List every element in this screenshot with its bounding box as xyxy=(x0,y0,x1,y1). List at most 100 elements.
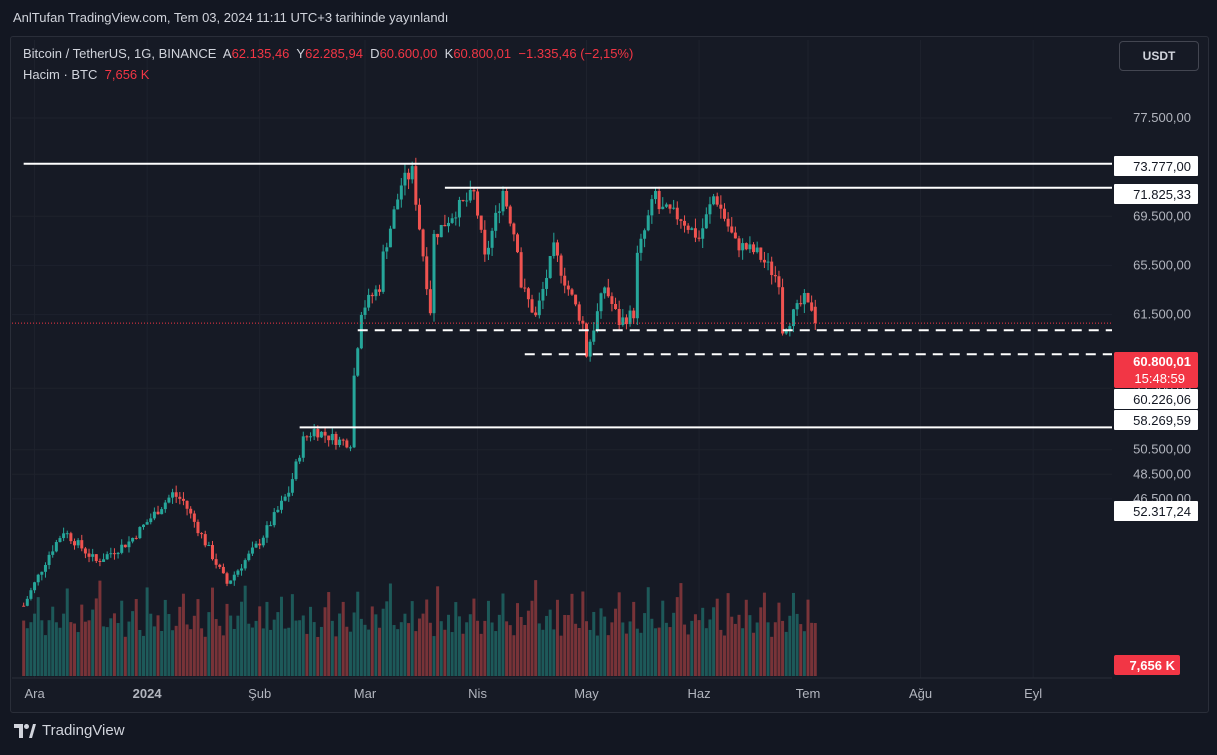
volume-bar xyxy=(635,628,639,676)
volume-bar xyxy=(54,622,58,676)
time-tick-label: Ara xyxy=(24,686,45,701)
candle-body xyxy=(290,479,294,493)
volume-bar xyxy=(316,636,320,676)
volume-bar xyxy=(290,594,294,676)
candle-body xyxy=(755,247,759,253)
volume-bar xyxy=(330,620,334,676)
candle-body xyxy=(762,259,766,263)
level-tag-label: 58.269,59 xyxy=(1133,413,1191,428)
volume-bar xyxy=(693,614,697,676)
candle-body xyxy=(781,287,785,334)
symbol-legend[interactable]: Bitcoin / TetherUS, 1G, BINANCE A62.135,… xyxy=(23,46,633,61)
low-label: D xyxy=(370,46,380,61)
candle-body xyxy=(388,228,392,248)
candle-body xyxy=(715,196,719,205)
volume-bar xyxy=(617,592,621,676)
volume-bar xyxy=(650,618,654,676)
volume-bar xyxy=(407,623,411,676)
candle-body xyxy=(142,524,145,528)
candle-body xyxy=(298,457,302,462)
candle-body xyxy=(545,277,549,289)
volume-bar xyxy=(526,610,530,676)
volume-bar xyxy=(472,598,476,676)
volume-bar xyxy=(784,631,788,676)
volume-legend[interactable]: Hacim · BTC 7,656 K xyxy=(23,67,149,82)
volume-bar xyxy=(312,622,316,676)
volume-bar xyxy=(621,622,625,676)
price-tick-label: 65.500,00 xyxy=(1133,257,1191,272)
candle-body xyxy=(486,247,490,255)
volume-bar xyxy=(91,609,95,676)
volume-bar xyxy=(225,603,229,676)
volume-bar xyxy=(207,612,211,676)
candle-body xyxy=(795,303,799,310)
chart-panel[interactable] xyxy=(10,36,1209,713)
candle-body xyxy=(505,190,509,207)
candle-body xyxy=(62,533,66,539)
level-tag-label: 71.825,33 xyxy=(1133,187,1191,202)
volume-value: 7,656 K xyxy=(104,67,150,82)
volume-bar xyxy=(36,597,40,676)
candle-body xyxy=(338,439,342,445)
open-value: 62.135,46 xyxy=(231,46,290,61)
candle-body xyxy=(163,502,167,510)
volume-bar xyxy=(541,629,545,676)
candle-body xyxy=(240,568,244,571)
volume-bar xyxy=(370,606,374,676)
candle-body xyxy=(595,311,599,331)
volume-bar xyxy=(733,623,737,676)
volume-bar xyxy=(163,599,167,676)
volume-bar xyxy=(367,629,371,676)
candle-body xyxy=(47,554,51,565)
level-lines xyxy=(12,162,1112,429)
candle-body xyxy=(719,204,723,209)
candle-body xyxy=(323,431,327,436)
candle-body xyxy=(116,552,120,555)
volume-bar xyxy=(468,614,472,676)
volume-bar xyxy=(309,606,313,676)
volume-bar xyxy=(697,620,701,676)
candle-body xyxy=(94,554,98,562)
candle-body xyxy=(686,225,690,230)
level-tag-label: 73.777,00 xyxy=(1133,159,1191,174)
candle-body xyxy=(279,500,283,510)
last-volume-tag xyxy=(1114,655,1180,675)
volume-bar xyxy=(47,620,51,676)
volume-label: Hacim · BTC xyxy=(23,67,98,82)
volume-bar xyxy=(261,628,265,676)
volume-bar xyxy=(632,601,636,676)
candle-body xyxy=(378,289,382,292)
candle-body xyxy=(621,317,625,325)
candle-body xyxy=(465,200,469,202)
candle-body xyxy=(131,537,135,542)
candle-body xyxy=(559,255,563,276)
volume-bar xyxy=(599,608,603,676)
volume-bar xyxy=(592,611,596,676)
candle-body xyxy=(537,300,541,316)
volume-bar xyxy=(661,600,665,676)
volume-bar xyxy=(58,627,62,676)
candle-body xyxy=(428,289,432,314)
volume-bar xyxy=(603,616,607,676)
change-value: −1.335,46 (−2,15%) xyxy=(518,46,634,61)
volume-bar xyxy=(802,631,806,676)
volume-bar xyxy=(276,612,280,676)
candle-body xyxy=(766,261,770,263)
candle-body xyxy=(236,570,240,575)
volume-bar xyxy=(189,629,193,676)
volume-bar xyxy=(555,599,559,676)
tradingview-footer[interactable]: TradingView xyxy=(14,722,125,739)
candle-body xyxy=(112,553,116,555)
volume-bar xyxy=(341,601,345,676)
currency-button[interactable]: USDT xyxy=(1119,41,1199,71)
volume-bar xyxy=(160,630,164,676)
candle-body xyxy=(512,223,516,235)
candle-body xyxy=(461,199,465,201)
candle-body xyxy=(606,287,610,297)
volume-bar xyxy=(410,601,414,676)
volume-bar xyxy=(145,587,149,676)
volume-bar xyxy=(530,600,534,676)
candle-body xyxy=(417,204,421,230)
volume-bar xyxy=(421,613,425,676)
